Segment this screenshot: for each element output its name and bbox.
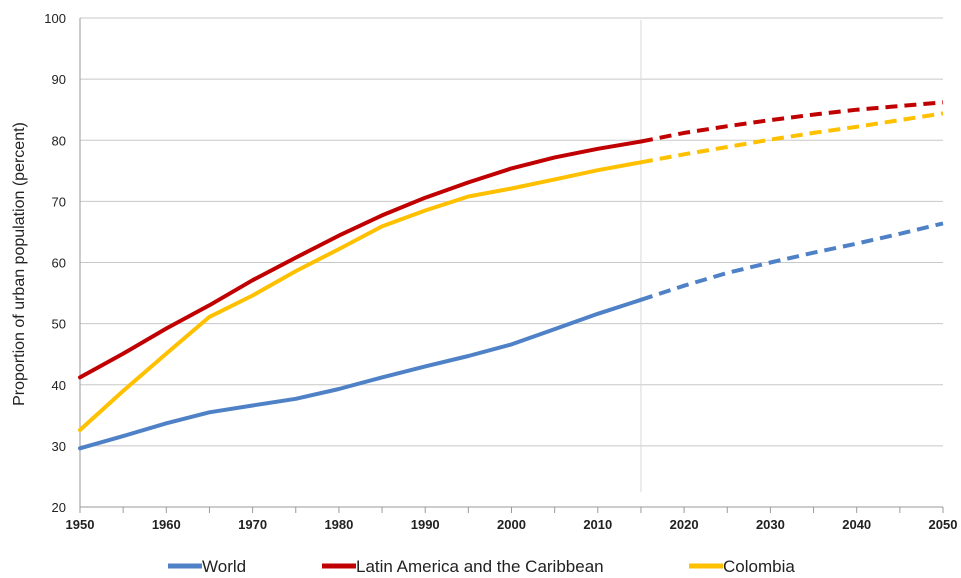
y-tick-label: 100 <box>44 11 66 26</box>
x-tick-label: 2040 <box>842 517 871 532</box>
series-projection-colombia <box>640 111 944 165</box>
y-tick-label: 90 <box>52 72 66 87</box>
legend: World Latin America and the Caribbean Colo… <box>168 557 795 576</box>
series-lines <box>78 100 944 451</box>
x-tick-label: 2020 <box>670 517 699 532</box>
legend-label: Latin America and the Caribbean <box>356 557 604 576</box>
x-tick-label: 2050 <box>929 517 958 532</box>
y-axis-title: Proportion of urban population (percent) <box>11 122 28 406</box>
x-tick-label: 2000 <box>497 517 526 532</box>
gridlines <box>80 17 943 492</box>
y-tick-label: 20 <box>52 500 66 515</box>
series-projection-world <box>640 221 944 302</box>
y-tick-label: 80 <box>52 133 66 148</box>
series-line-latin-america-and-the-caribbean <box>78 139 643 380</box>
x-tick-label: 2010 <box>583 517 612 532</box>
y-tick-label: 40 <box>52 378 66 393</box>
series-line-world <box>78 297 643 451</box>
y-tick-label: 50 <box>52 317 66 332</box>
y-tick-label: 30 <box>52 439 66 454</box>
x-tick-label: 2030 <box>756 517 785 532</box>
legend-label: World <box>202 557 246 576</box>
x-tick-label: 1960 <box>152 517 181 532</box>
series-line-colombia <box>78 160 643 432</box>
x-tick-label: 1950 <box>66 517 95 532</box>
axes <box>79 18 944 513</box>
x-tick-label: 1980 <box>324 517 353 532</box>
x-tick-label: 1990 <box>411 517 440 532</box>
y-tick-label: 60 <box>52 256 66 271</box>
series-projection-latin-america-and-the-caribbean <box>640 100 944 144</box>
y-tick-label: 70 <box>52 194 66 209</box>
x-tick-label: 1970 <box>238 517 267 532</box>
legend-label: Colombia <box>723 557 795 576</box>
